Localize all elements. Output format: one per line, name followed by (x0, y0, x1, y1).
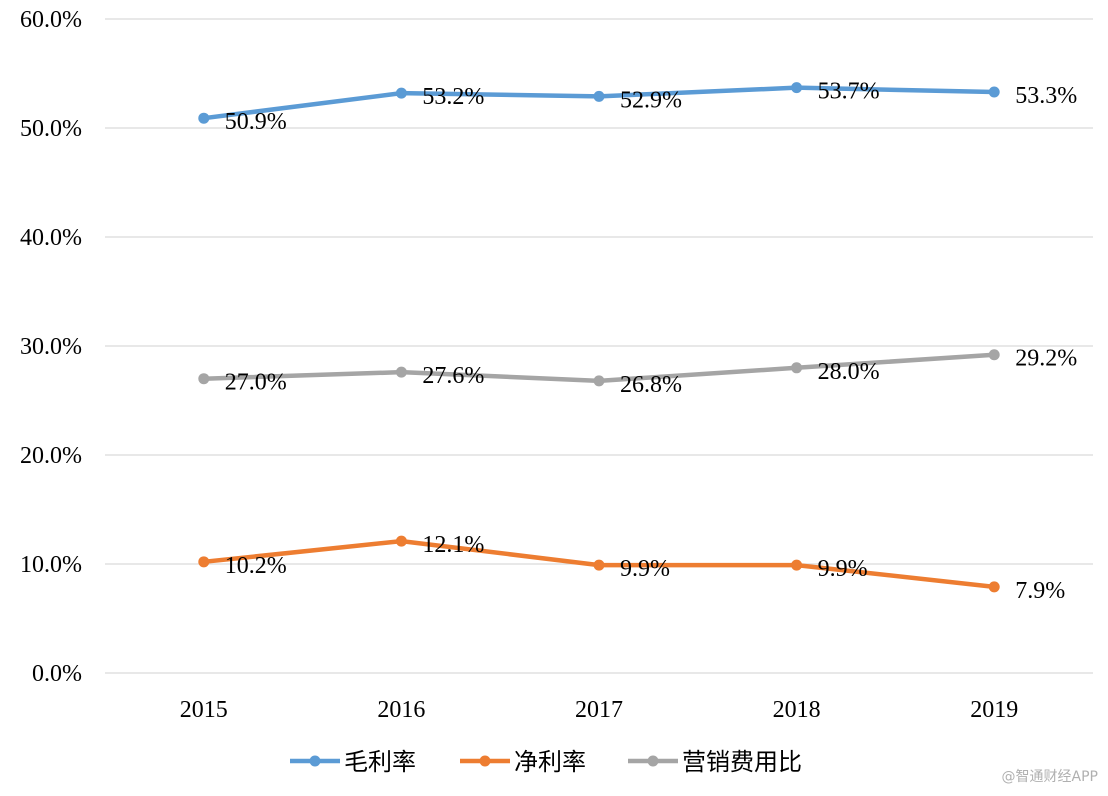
x-axis-tick-labels: 2015 2016 2017 2018 2019 (180, 697, 1018, 723)
data-label: 9.9% (818, 556, 868, 582)
y-axis-tick-labels: 0.0% 10.0% 20.0% 30.0% 40.0% 50.0% 60.0% (20, 7, 82, 687)
data-label: 10.2% (225, 553, 287, 579)
y-tick-label: 50.0% (20, 116, 82, 142)
data-point (395, 87, 407, 99)
data-label: 53.3% (1015, 83, 1077, 109)
legend-label: 净利率 (514, 748, 586, 776)
x-tick-label: 2017 (575, 697, 623, 723)
data-label: 52.9% (620, 87, 682, 113)
data-label: 9.9% (620, 556, 670, 582)
data-point (198, 373, 210, 385)
series-lines (198, 82, 1000, 593)
data-point (198, 556, 210, 568)
data-point (988, 86, 1000, 98)
data-point (395, 366, 407, 378)
data-label: 53.2% (422, 84, 484, 110)
y-tick-label: 40.0% (20, 225, 82, 251)
data-point (791, 362, 803, 374)
data-point (395, 535, 407, 547)
y-tick-label: 10.0% (20, 552, 82, 578)
x-tick-label: 2016 (377, 697, 425, 723)
data-point (198, 112, 210, 124)
data-point (988, 581, 1000, 593)
watermark-text: @智通财经APP (1002, 769, 1098, 785)
data-label: 7.9% (1015, 578, 1065, 604)
data-point (593, 90, 605, 102)
legend-label: 营销费用比 (682, 748, 802, 776)
data-point (791, 82, 803, 94)
y-tick-label: 60.0% (20, 7, 82, 33)
data-label: 26.8% (620, 372, 682, 398)
legend-swatch-marker (479, 755, 491, 767)
legend-label: 毛利率 (344, 748, 416, 776)
data-labels: 50.9% 53.2% 52.9% 53.7% 53.3% 10.2% 12.1% 9.9% 9… (225, 79, 1077, 604)
data-label: 50.9% (225, 109, 287, 135)
x-tick-label: 2018 (773, 697, 821, 723)
legend-swatch-marker (647, 755, 659, 767)
data-label: 12.1% (422, 532, 484, 558)
y-tick-label: 20.0% (20, 443, 82, 469)
data-point (988, 349, 1000, 361)
x-tick-label: 2019 (970, 697, 1018, 723)
y-tick-label: 30.0% (20, 334, 82, 360)
data-label: 29.2% (1015, 346, 1077, 372)
data-label: 28.0% (818, 359, 880, 385)
y-tick-label: 0.0% (32, 661, 82, 687)
legend: 毛利率 净利率 营销费用比 (290, 748, 802, 776)
data-point (791, 559, 803, 571)
data-label: 27.0% (225, 370, 287, 396)
legend-swatch-marker (309, 755, 321, 767)
data-label: 27.6% (422, 363, 484, 389)
data-point (593, 559, 605, 571)
x-tick-label: 2015 (180, 697, 228, 723)
data-label: 53.7% (818, 79, 880, 105)
data-point (593, 375, 605, 387)
gridlines (105, 18, 1093, 674)
